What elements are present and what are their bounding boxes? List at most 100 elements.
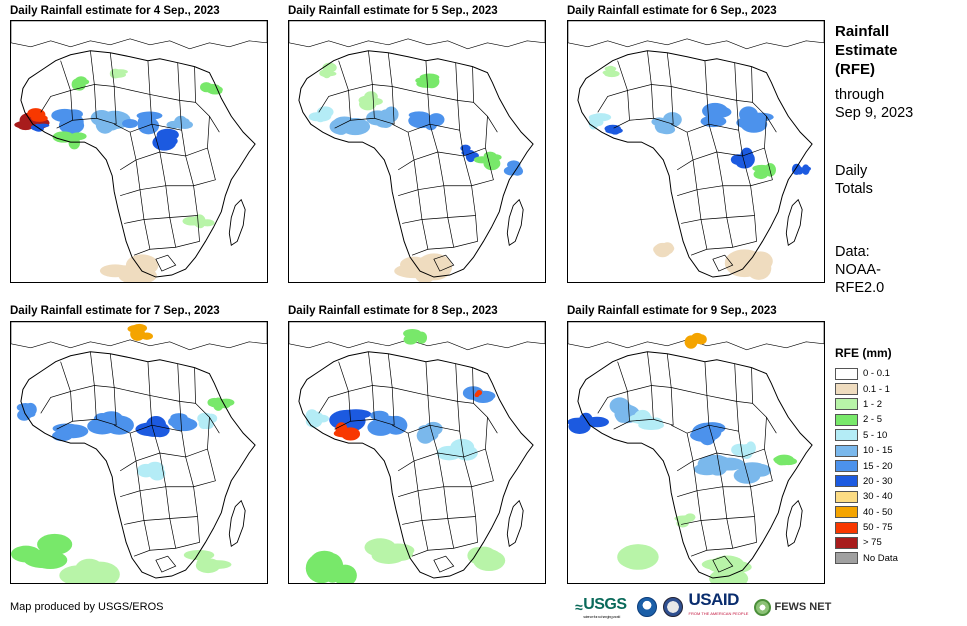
country-border [133, 520, 151, 557]
country-border [653, 387, 674, 426]
fews-net-text: FEWS NET [774, 601, 832, 613]
rain-patch [144, 463, 164, 477]
rain-patch [58, 424, 89, 439]
africa-landmass [298, 50, 534, 278]
legend-item: 20 - 30 [835, 474, 898, 489]
rain-patch [507, 160, 521, 170]
rain-patch [314, 110, 332, 122]
sidebar-title: Rainfall Estimate (RFE) [835, 22, 898, 79]
legend-swatch [835, 413, 858, 426]
legend-swatch [835, 444, 858, 457]
rain-patch [371, 547, 406, 564]
africa-landmass [577, 50, 813, 278]
country-border [114, 395, 153, 434]
madagascar-outline [228, 198, 246, 247]
legend-item: 50 - 75 [835, 520, 898, 535]
rain-patch [174, 115, 188, 129]
country-border [318, 361, 349, 414]
sidebar-data-line3: RFE2.0 [835, 280, 885, 296]
country-border [742, 417, 767, 458]
rain-patch [428, 113, 445, 127]
country-border [392, 94, 431, 133]
rain-patch [779, 457, 798, 466]
rain-patch [16, 402, 35, 412]
country-border [318, 60, 349, 113]
madagascar-outline [785, 499, 803, 548]
usgs-logo-tag: science for a changing world [583, 613, 620, 619]
africa-landmass [298, 351, 534, 579]
legend-label: 50 - 75 [863, 522, 893, 534]
panel-title-5: Daily Rainfall estimate for 8 Sep., 2023 [288, 305, 498, 317]
rainfall-map-1[interactable] [10, 20, 268, 283]
rain-patch [476, 389, 483, 396]
noaa-seal-icon [636, 597, 657, 617]
country-border [433, 555, 455, 573]
country-border [96, 86, 117, 125]
rain-patch [100, 265, 143, 278]
legend-label: > 75 [863, 537, 882, 549]
legend: 0 - 0.1 0.1 - 1 1 - 2 2 - 5 5 - 10 10 - 15 15 … [835, 366, 898, 566]
legend-label: 0 - 0.1 [863, 368, 890, 380]
rainfall-layer [14, 68, 223, 282]
country-border [40, 361, 71, 414]
rainfall-map-5[interactable] [288, 321, 546, 584]
country-border [374, 387, 395, 426]
country-border [437, 130, 465, 157]
africa-map [289, 322, 545, 583]
rainfall-layer [588, 65, 812, 280]
rainfall-map-3[interactable] [567, 20, 825, 283]
rain-patch [605, 127, 623, 134]
country-border [372, 52, 393, 87]
rain-patch [604, 66, 617, 72]
rain-patch [739, 106, 758, 123]
country-border [671, 361, 708, 396]
country-border [453, 215, 478, 248]
legend-swatch [835, 506, 858, 519]
country-border [155, 555, 177, 573]
rain-patch [85, 565, 108, 581]
sidebar-title-line1: Rainfall [835, 23, 890, 40]
country-border [712, 555, 734, 573]
panel-title-4: Daily Rainfall estimate for 7 Sep., 2023 [10, 305, 220, 317]
rain-patch [310, 550, 339, 571]
rain-patch [604, 70, 620, 78]
country-border [411, 520, 429, 557]
country-border [597, 60, 628, 113]
rain-patch [212, 397, 224, 411]
rain-patch [37, 533, 73, 555]
rain-patch [14, 120, 37, 129]
rain-patch [183, 549, 215, 561]
rainfall-map-4[interactable] [10, 321, 268, 584]
legend-label: 40 - 50 [863, 506, 893, 518]
rainfall-map-2[interactable] [288, 20, 546, 283]
country-border [348, 351, 373, 392]
country-border [392, 361, 429, 396]
rain-patch [403, 334, 418, 345]
rain-patch [95, 115, 115, 134]
rain-patch [415, 77, 426, 84]
country-border [627, 50, 652, 91]
legend-swatch [835, 460, 858, 473]
rain-patch [340, 118, 371, 136]
rain-patch [322, 68, 332, 79]
country-border [732, 516, 757, 549]
rain-patch [454, 446, 470, 457]
madagascar-outline [506, 499, 524, 548]
rain-patch [316, 414, 329, 423]
rain-patch [791, 163, 802, 175]
usaid-logo: USAID FROM THE AMERICAN PEOPLE [689, 591, 749, 621]
country-border [70, 50, 95, 91]
country-border [750, 147, 773, 187]
rain-patch [483, 156, 501, 171]
legend-item: 5 - 10 [835, 428, 898, 443]
rainfall-map-6[interactable] [567, 321, 825, 584]
country-border [471, 448, 494, 488]
rain-patch [803, 166, 812, 172]
legend-title: RFE (mm) [835, 346, 892, 360]
rain-patch [364, 97, 383, 106]
country-borders [597, 351, 777, 573]
africa-map [568, 322, 824, 583]
legend-label: No Data [863, 552, 898, 564]
rain-patch [658, 124, 676, 135]
rain-patch [31, 114, 48, 122]
